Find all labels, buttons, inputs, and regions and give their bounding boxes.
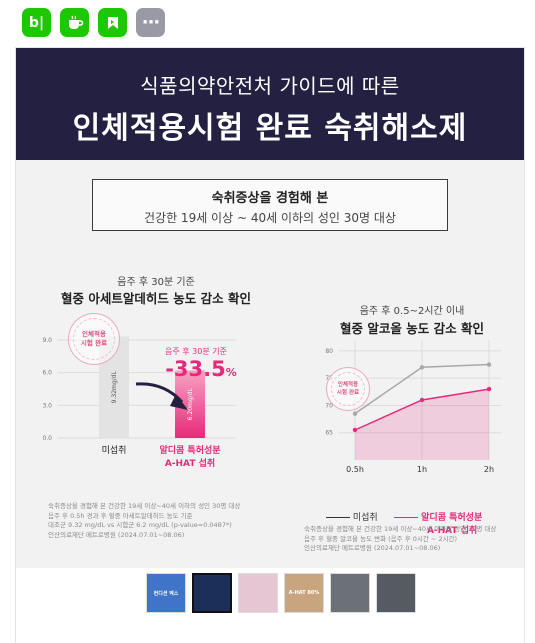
subject-subtitle: 건강한 19세 이상 ~ 40세 이하의 성인 30명 대상 <box>144 211 396 225</box>
legend-test-label-2: A-HAT 섭취 <box>426 526 478 536</box>
line-xtick-label: 0.5h <box>346 465 364 474</box>
bookmark-flag-icon <box>107 16 118 29</box>
cafe-share-button[interactable] <box>60 8 89 37</box>
more-dots-icon: ··· <box>141 12 160 33</box>
bar-category-label: 알디콤 특허성분 <box>159 444 220 456</box>
thumbnail-2[interactable] <box>192 573 232 613</box>
thumbnail-3[interactable] <box>238 573 278 613</box>
banner-line-1: 식품의약안전처 가이드에 따른 <box>140 74 400 98</box>
test-point <box>352 427 358 433</box>
right-stamp-text: 인체적용 시험 완료 <box>336 382 360 396</box>
left-footnote: 숙취증상을 경험해 본 건강한 19세 이상~40세 이하의 성인 30명 대상… <box>48 502 241 539</box>
legend-test-swatch <box>394 516 418 519</box>
test-point <box>419 397 425 403</box>
bar-category-label: 미섭취 <box>102 445 127 456</box>
product-detail-card: 식품의약안전처 가이드에 따른 인체적용시험 완료 숙취해소제 숙취증상을 경험… <box>15 47 525 643</box>
bookmark-share-button[interactable] <box>98 8 127 37</box>
right-caption-bold: 혈중 알코올 농도 감소 확인 <box>340 321 484 336</box>
line-xtick-label: 2h <box>484 465 494 474</box>
bar-value-label: 9.32mg/dL <box>111 371 118 404</box>
thumbnail-6[interactable] <box>376 573 416 613</box>
blog-b-icon: b| <box>28 14 45 31</box>
banner-line-2: 인체적용시험 완료 숙취해소제 <box>72 111 468 146</box>
control-point <box>419 365 425 370</box>
test-area-fill <box>355 389 489 460</box>
highlight-big: -33.5 <box>165 357 226 381</box>
right-footnote: 숙취증상을 경험해 본 건강한 19세 이상~40세 이하의 성인 30명 대상… <box>304 525 497 552</box>
left-caption-small: 음주 후 30분 기준 <box>117 277 195 288</box>
highlight-unit: % <box>225 366 237 379</box>
thumbnail-4[interactable]: A-HAT 80% <box>284 573 324 613</box>
blog-share-button[interactable]: b| <box>22 8 51 37</box>
bar-category-label: A-HAT 섭취 <box>165 457 215 469</box>
highlight-value: -33.5% <box>156 357 246 381</box>
legend-control-swatch <box>326 516 350 519</box>
thumbnail-1[interactable]: 컨디션 엑스 <box>146 573 186 613</box>
bar-ytick-label: 0.0 <box>42 435 52 442</box>
highlight-small: 음주 후 30분 기준 <box>165 347 227 356</box>
line-ytick-label: 80 <box>325 348 333 355</box>
left-trial-stamp: 인체적용 시험 완료 <box>68 313 120 365</box>
control-point <box>352 411 358 416</box>
study-results-panel: 숙취증상을 경험해 본 건강한 19세 이상 ~ 40세 이하의 성인 30명 … <box>16 160 524 568</box>
subject-box: 숙취증상을 경험해 본 건강한 19세 이상 ~ 40세 이하의 성인 30명 … <box>92 179 448 231</box>
control-point <box>486 362 492 367</box>
thumbnail-strip: 컨디션 엑스 A-HAT 80% <box>146 573 416 613</box>
left-stamp-text: 인체적용 시험 완료 <box>80 330 108 347</box>
bar-ytick-label: 9.0 <box>42 337 52 344</box>
thumbnail-5[interactable] <box>330 573 370 613</box>
test-point <box>486 386 492 392</box>
line-xtick-label: 1h <box>417 465 427 474</box>
right-caption-small: 음주 후 0.5~2시간 이내 <box>359 306 465 317</box>
legend-control: 미섭취 <box>326 510 378 523</box>
line-ytick-label: 70 <box>325 402 333 409</box>
decrease-arrow-icon <box>135 382 188 410</box>
thumbnail-label: 컨디션 엑스 <box>153 590 179 597</box>
title-banner: 식품의약안전처 가이드에 따른 인체적용시험 완료 숙취해소제 <box>16 48 524 160</box>
legend-test-label-1: 알디콤 특허성분 <box>421 513 483 523</box>
bar-value-label: 6.20mg/dL <box>187 387 194 420</box>
cafe-cup-icon <box>68 15 83 29</box>
left-caption-bold: 혈중 아세트알데히드 농도 감소 확인 <box>61 291 251 306</box>
thumbnail-label: A-HAT 80% <box>288 590 320 596</box>
share-bar: b| ··· <box>22 8 165 38</box>
legend-test: 알디콤 특허성분 A-HAT 섭취 <box>394 510 482 536</box>
subject-title: 숙취증상을 경험해 본 <box>211 191 329 206</box>
right-trial-stamp: 인체적용 시험 완료 <box>326 367 370 411</box>
line-ytick-label: 65 <box>325 430 333 437</box>
bar-ytick-label: 3.0 <box>42 402 52 409</box>
legend-control-label: 미섭취 <box>352 513 378 523</box>
bar-ytick-label: 6.0 <box>42 370 52 377</box>
more-share-button[interactable]: ··· <box>136 8 165 37</box>
